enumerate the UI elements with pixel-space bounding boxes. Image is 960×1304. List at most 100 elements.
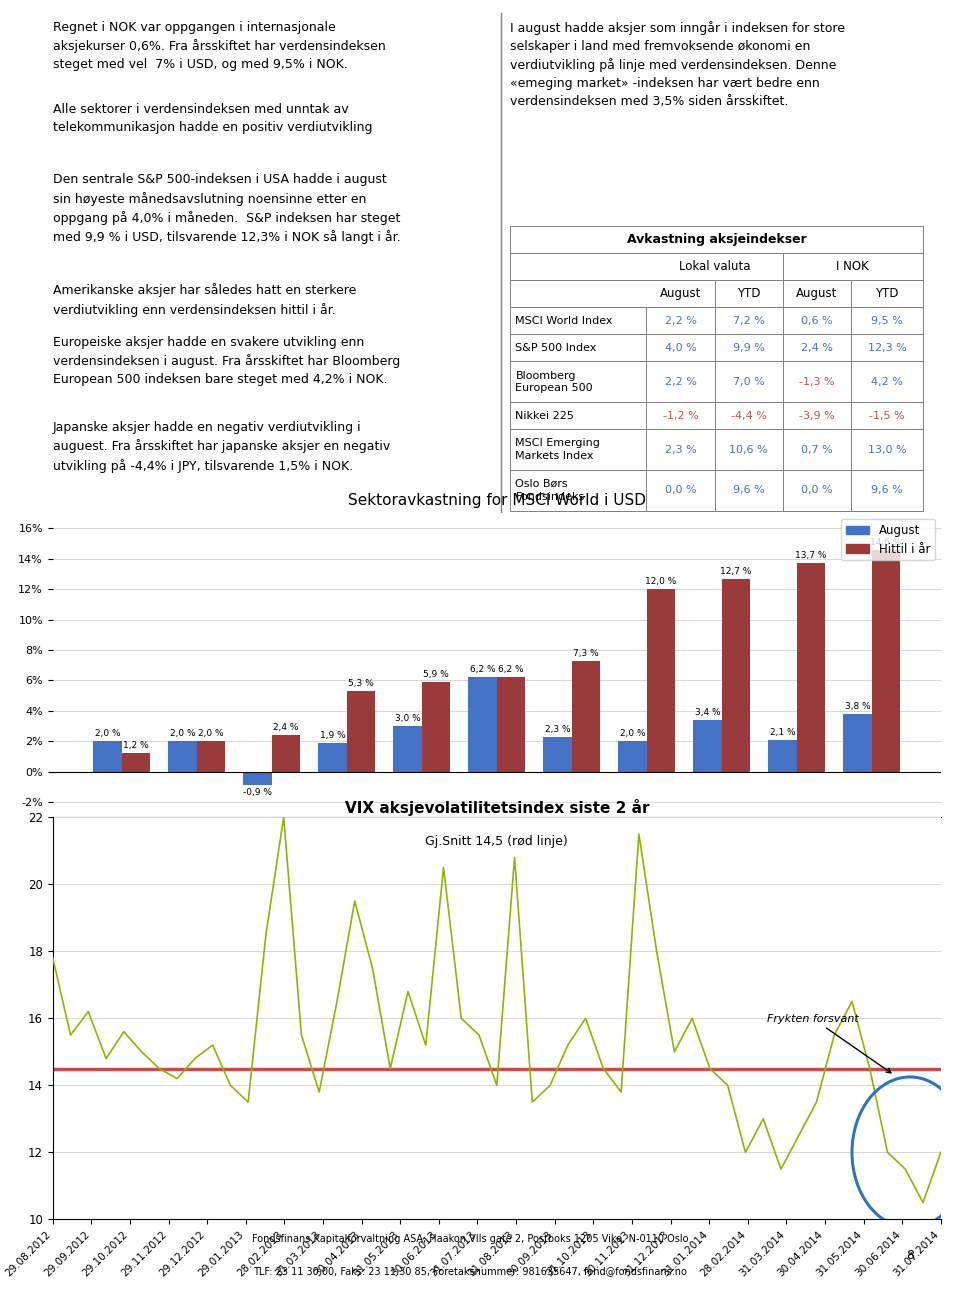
Bar <box>510 402 923 429</box>
Text: Regnet i NOK var oppgangen i internasjonale
aksjekurser 0,6%. Fra årsskiftet har: Regnet i NOK var oppgangen i internasjon… <box>53 21 386 70</box>
Text: 7,0 %: 7,0 % <box>732 377 764 387</box>
Bar <box>510 253 923 280</box>
Text: 0,0 %: 0,0 % <box>664 485 696 496</box>
Bar <box>510 226 923 253</box>
Bar <box>872 550 900 772</box>
Bar <box>272 735 300 772</box>
Text: 5,9 %: 5,9 % <box>423 670 449 679</box>
Text: MSCI World Index: MSCI World Index <box>516 316 612 326</box>
Bar <box>394 726 421 772</box>
Text: 5,3 %: 5,3 % <box>348 679 373 689</box>
Text: 9,6 %: 9,6 % <box>871 485 902 496</box>
Text: Den sentrale S&P 500-indeksen i USA hadde i august
sin høyeste månedsavslutning : Den sentrale S&P 500-indeksen i USA hadd… <box>53 173 400 244</box>
Text: TLF: 23 11 30 00, Faks: 23 11 30 85, Foretaksnummer: 981635647, fond@fondsfinans: TLF: 23 11 30 00, Faks: 23 11 30 85, For… <box>253 1266 687 1275</box>
Text: I NOK: I NOK <box>836 259 869 273</box>
Text: 1,2 %: 1,2 % <box>123 742 149 750</box>
Bar <box>93 741 122 772</box>
Text: 9,5 %: 9,5 % <box>871 316 902 326</box>
Bar <box>510 306 923 334</box>
Bar <box>510 429 923 469</box>
Bar <box>618 741 647 772</box>
Text: Gj.Snitt 14,5 (rød linje): Gj.Snitt 14,5 (rød linje) <box>425 836 568 849</box>
Text: -1,3 %: -1,3 % <box>799 377 834 387</box>
Title: Sektoravkastning for MSCI World i USD: Sektoravkastning for MSCI World i USD <box>348 493 646 507</box>
Text: 10,6 %: 10,6 % <box>730 445 768 455</box>
Text: YTD: YTD <box>876 287 899 300</box>
Bar <box>543 737 572 772</box>
Bar <box>768 739 797 772</box>
Text: August: August <box>796 287 837 300</box>
Text: 4,0 %: 4,0 % <box>664 343 696 353</box>
Bar <box>510 334 923 361</box>
Text: 9,9 %: 9,9 % <box>732 343 764 353</box>
Bar <box>510 361 923 402</box>
Text: 0,0 %: 0,0 % <box>801 485 832 496</box>
Text: 4,2 %: 4,2 % <box>871 377 902 387</box>
Text: -3,9 %: -3,9 % <box>799 411 834 421</box>
Text: 2,0 %: 2,0 % <box>620 729 645 738</box>
Bar <box>572 661 600 772</box>
Text: 2,3 %: 2,3 % <box>664 445 696 455</box>
Text: 2,4 %: 2,4 % <box>274 724 299 732</box>
Text: 13,7 %: 13,7 % <box>796 552 827 561</box>
Text: 2,0 %: 2,0 % <box>170 729 195 738</box>
Bar <box>468 677 496 772</box>
Text: 2,0 %: 2,0 % <box>198 729 224 738</box>
Text: -0,9 %: -0,9 % <box>243 789 272 797</box>
Text: Nikkei 225: Nikkei 225 <box>516 411 574 421</box>
Text: 3,4 %: 3,4 % <box>695 708 720 717</box>
Text: 2,1 %: 2,1 % <box>770 728 796 737</box>
Text: August: August <box>660 287 701 300</box>
Text: 7,2 %: 7,2 % <box>732 316 764 326</box>
Text: 2,0 %: 2,0 % <box>95 729 120 738</box>
Bar <box>844 713 872 772</box>
Text: 12,7 %: 12,7 % <box>720 566 752 575</box>
Bar <box>168 741 197 772</box>
Bar <box>197 741 226 772</box>
Bar <box>722 579 751 772</box>
Text: Lokal valuta: Lokal valuta <box>679 259 751 273</box>
Bar <box>318 743 347 772</box>
Text: 8: 8 <box>906 1249 914 1262</box>
Text: Frykten forsvant: Frykten forsvant <box>767 1013 891 1073</box>
Text: -4,4 %: -4,4 % <box>731 411 766 421</box>
Text: 0,7 %: 0,7 % <box>801 445 832 455</box>
Bar <box>122 754 150 772</box>
Bar <box>510 280 923 306</box>
Text: 0,6 %: 0,6 % <box>801 316 832 326</box>
Text: I august hadde aksjer som inngår i indeksen for store
selskaper i land med fremv: I august hadde aksjer som inngår i indek… <box>510 21 845 108</box>
Text: 9,6 %: 9,6 % <box>732 485 764 496</box>
Bar <box>421 682 450 772</box>
Text: 6,2 %: 6,2 % <box>498 665 524 674</box>
Text: Avkastning aksjeindekser: Avkastning aksjeindekser <box>627 232 806 245</box>
Text: MSCI Emerging
Markets Index: MSCI Emerging Markets Index <box>516 438 600 460</box>
Title: VIX aksjevolatilitetsindex siste 2 år: VIX aksjevolatilitetsindex siste 2 år <box>345 799 649 816</box>
Text: Alle sektorer i verdensindeksen med unntak av
telekommunikasjon hadde en positiv: Alle sektorer i verdensindeksen med unnt… <box>53 103 372 134</box>
Text: Bloomberg
European 500: Bloomberg European 500 <box>516 370 593 393</box>
Text: -1,2 %: -1,2 % <box>662 411 698 421</box>
Text: 3,0 %: 3,0 % <box>395 715 420 722</box>
Text: 14,6 %: 14,6 % <box>871 537 901 546</box>
Bar <box>243 772 272 785</box>
Text: Europeiske aksjer hadde en svakere utvikling enn
verdensindeksen i august. Fra å: Europeiske aksjer hadde en svakere utvik… <box>53 335 400 386</box>
Text: Amerikanske aksjer har således hatt en sterkere
verdiutvikling enn verdensindeks: Amerikanske aksjer har således hatt en s… <box>53 283 356 317</box>
Legend: August, Hittil i år: August, Hittil i år <box>841 519 935 561</box>
Text: 3,8 %: 3,8 % <box>845 702 871 711</box>
Text: Oslo Børs
Fondsindeks: Oslo Børs Fondsindeks <box>516 479 585 502</box>
Bar <box>510 469 923 511</box>
Text: 13,0 %: 13,0 % <box>868 445 906 455</box>
Text: 1,9 %: 1,9 % <box>320 730 346 739</box>
Text: Fondsfinans Kapitalforvaltning ASA, Haakon VIIs gate 2, Postboks 1205 Vika, N-01: Fondsfinans Kapitalforvaltning ASA, Haak… <box>252 1235 688 1244</box>
Text: S&P 500 Index: S&P 500 Index <box>516 343 597 353</box>
Text: -1,5 %: -1,5 % <box>869 411 904 421</box>
Bar <box>647 589 676 772</box>
Text: 7,3 %: 7,3 % <box>573 648 599 657</box>
Text: 2,2 %: 2,2 % <box>664 316 696 326</box>
Text: YTD: YTD <box>737 287 760 300</box>
Bar <box>347 691 375 772</box>
Text: 12,0 %: 12,0 % <box>645 578 677 587</box>
Bar <box>497 677 525 772</box>
Text: 2,3 %: 2,3 % <box>544 725 570 734</box>
Bar <box>797 563 826 772</box>
Bar <box>693 720 722 772</box>
